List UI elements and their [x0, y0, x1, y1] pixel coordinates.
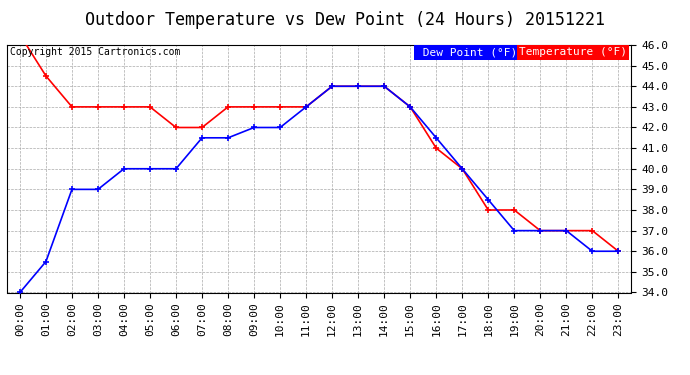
- Text: Copyright 2015 Cartronics.com: Copyright 2015 Cartronics.com: [10, 48, 180, 57]
- Text: Temperature (°F): Temperature (°F): [519, 48, 627, 57]
- Text: Dew Point (°F): Dew Point (°F): [416, 48, 524, 57]
- Text: Outdoor Temperature vs Dew Point (24 Hours) 20151221: Outdoor Temperature vs Dew Point (24 Hou…: [85, 11, 605, 29]
